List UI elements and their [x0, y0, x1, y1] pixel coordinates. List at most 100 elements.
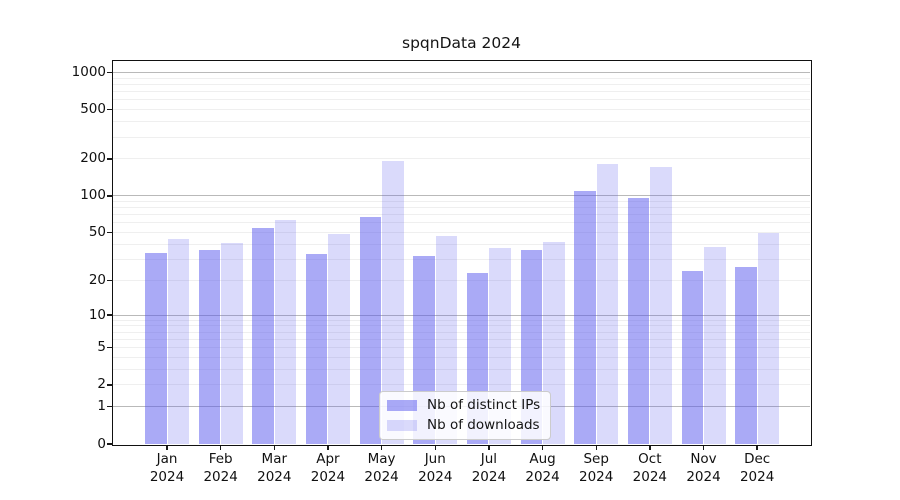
x-tick-label: May 2024: [364, 451, 399, 485]
legend-item-downloads: Nb of downloads: [387, 418, 540, 432]
x-tick-mark: [756, 445, 758, 450]
gridline-minor: [113, 109, 810, 111]
y-tick-label: 20: [88, 271, 106, 288]
y-tick-label: 500: [80, 101, 106, 118]
bar-downloads-nov: [704, 247, 726, 444]
x-tick-mark: [380, 445, 383, 450]
y-tick-mark: [106, 406, 113, 408]
y-tick-mark: [106, 231, 113, 234]
gridline-minor: [113, 136, 810, 138]
y-tick-mark: [106, 109, 113, 111]
legend-label-distinct-ips: Nb of distinct IPs: [427, 397, 541, 413]
legend: Nb of distinct IPs Nb of downloads: [379, 391, 552, 440]
bar-downloads-sep: [596, 164, 619, 444]
gridline-minor: [113, 158, 810, 160]
legend-label-downloads: Nb of downloads: [427, 417, 540, 433]
x-tick-label: Dec 2024: [739, 451, 775, 485]
bar-distinct-ips-nov: [681, 270, 703, 444]
x-tick-label: Oct 2024: [632, 451, 668, 485]
x-tick-mark: [327, 445, 329, 450]
gridline-minor: [113, 258, 810, 260]
y-tick-mark: [106, 71, 113, 74]
bar-downloads-feb: [221, 243, 243, 444]
x-tick-mark: [166, 445, 168, 450]
bar-distinct-ips-apr: [305, 254, 328, 444]
y-tick-mark: [106, 158, 113, 160]
y-tick-mark: [106, 195, 113, 197]
x-tick-mark: [541, 445, 544, 450]
gridline-minor: [113, 319, 810, 321]
bar-distinct-ips-jan: [145, 252, 167, 444]
bar-distinct-ips-oct: [627, 198, 650, 444]
x-tick-label: Apr 2024: [310, 451, 346, 485]
x-tick-label: Nov 2024: [686, 451, 721, 485]
gridline-minor: [113, 243, 810, 245]
gridline-minor: [113, 232, 810, 234]
y-tick-label: 50: [88, 224, 106, 241]
gridline-minor: [113, 356, 810, 358]
x-tick-label: Feb 2024: [203, 451, 238, 485]
bar-distinct-ips-dec: [735, 266, 757, 444]
x-tick-mark: [434, 445, 436, 450]
bar-downloads-may: [382, 160, 404, 444]
y-tick-label: 2: [97, 376, 106, 393]
y-tick-label: 200: [80, 150, 106, 167]
y-tick-mark: [106, 443, 113, 445]
y-tick-label: 10: [88, 306, 106, 323]
x-tick-label: Mar 2024: [257, 451, 292, 485]
gridline-minor: [113, 84, 810, 86]
y-tick-label: 0: [97, 435, 106, 452]
bar-downloads-mar: [274, 220, 297, 444]
chart-title: spqnData 2024: [402, 34, 521, 52]
x-tick-label: Jan 2024: [149, 451, 185, 485]
y-tick-label: 1000: [71, 64, 106, 81]
x-tick-label: Sep 2024: [579, 451, 614, 485]
y-tick-label: 1: [97, 398, 106, 415]
gridline-minor: [113, 279, 810, 281]
gridline-minor: [113, 338, 810, 340]
gridline-minor: [113, 91, 810, 93]
gridline-major: [113, 195, 810, 197]
gridline-minor: [113, 121, 810, 123]
y-tick-mark: [106, 279, 113, 281]
bar-distinct-ips-may: [359, 217, 382, 444]
bar-distinct-ips-feb: [198, 249, 221, 444]
y-tick-label: 100: [80, 187, 106, 204]
y-tick-mark: [106, 384, 113, 386]
x-tick-mark: [702, 445, 705, 450]
x-tick-label: Jun 2024: [418, 451, 453, 485]
x-tick-mark: [273, 445, 275, 450]
gridline-minor: [113, 331, 810, 333]
y-tick-mark: [106, 346, 113, 349]
x-tick-mark: [219, 445, 222, 450]
gridline-major: [113, 72, 810, 74]
gridline-minor: [113, 347, 810, 349]
gridline-minor: [113, 214, 810, 216]
bar-distinct-ips-sep: [574, 190, 596, 444]
x-tick-label: Jul 2024: [471, 451, 507, 485]
gridline-minor: [113, 325, 810, 327]
gridline-minor: [113, 99, 810, 101]
y-tick-label: 5: [97, 339, 106, 356]
bar-downloads-dec: [757, 232, 780, 444]
gridline-minor: [113, 207, 810, 209]
x-tick-mark: [488, 445, 490, 450]
bar-downloads-jan: [167, 239, 189, 444]
bar-downloads-apr: [328, 233, 350, 444]
x-tick-mark: [595, 445, 597, 450]
gridline-minor: [113, 77, 810, 79]
bar-downloads-oct: [650, 166, 672, 444]
gridline-major: [113, 314, 810, 316]
gridline-minor: [113, 368, 810, 370]
legend-swatch-downloads: [387, 419, 417, 431]
x-tick-mark: [649, 445, 651, 450]
gridline-minor: [113, 200, 810, 202]
gridline-minor: [113, 384, 810, 386]
legend-item-distinct-ips: Nb of distinct IPs: [387, 398, 540, 412]
legend-swatch-distinct-ips: [387, 399, 417, 411]
bar-distinct-ips-mar: [252, 227, 274, 444]
y-tick-mark: [106, 314, 113, 316]
gridline-minor: [113, 222, 810, 224]
x-tick-label: Aug 2024: [525, 451, 560, 485]
